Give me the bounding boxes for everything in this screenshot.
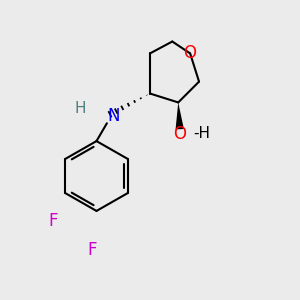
Text: F: F (87, 241, 97, 259)
Text: H: H (74, 101, 86, 116)
Text: O: O (173, 125, 186, 143)
Text: O: O (184, 44, 196, 62)
Text: -H: -H (193, 126, 210, 141)
Text: N: N (107, 107, 119, 125)
Polygon shape (176, 102, 184, 129)
Text: F: F (49, 212, 58, 230)
